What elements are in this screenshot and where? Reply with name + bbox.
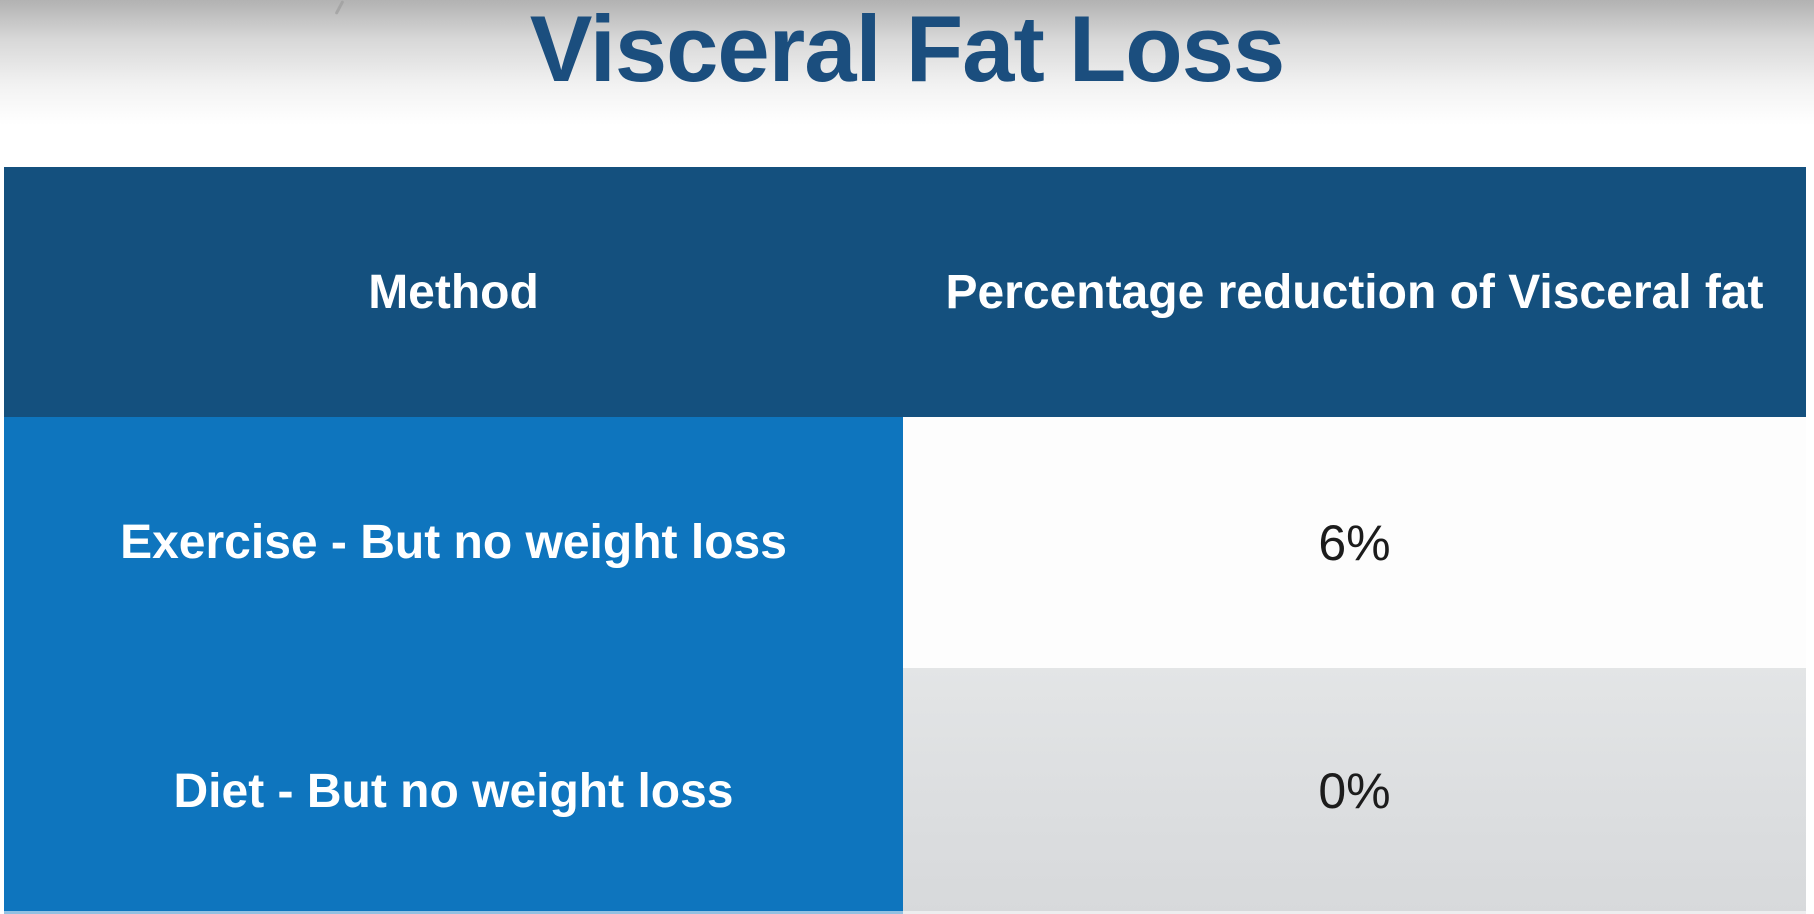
method-cell-exercise: Exercise - But no weight loss: [4, 417, 903, 668]
value-cell-exercise: 6%: [903, 417, 1806, 668]
page-title: Visceral Fat Loss: [529, 0, 1286, 101]
column-header-percentage-reduction: Percentage reduction of Visceral fat: [903, 167, 1806, 417]
method-cell-diet: Diet - But no weight loss: [4, 668, 903, 914]
value-cell-diet: 0%: [903, 668, 1806, 914]
column-header-method: Method: [4, 167, 903, 417]
title-band: Visceral Fat Loss: [0, 0, 1814, 167]
visceral-fat-table: Method Percentage reduction of Visceral …: [4, 167, 1806, 914]
